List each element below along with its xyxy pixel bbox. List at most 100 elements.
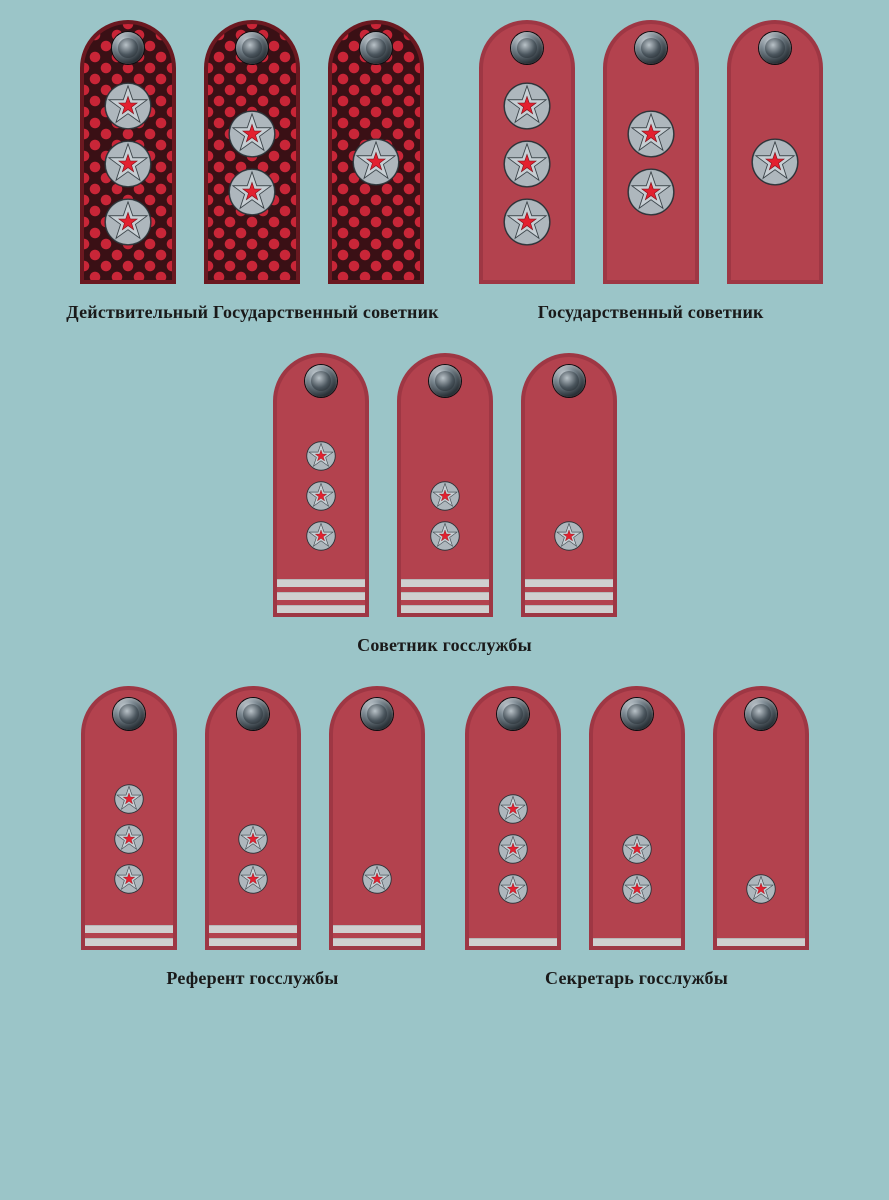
rank-star-icon <box>503 82 551 130</box>
shoulder-board <box>273 353 369 617</box>
stars-column <box>333 864 421 894</box>
shoulder-board <box>479 20 575 284</box>
rank-star-icon <box>238 864 268 894</box>
board-button-icon <box>745 698 777 730</box>
group-boards <box>465 686 809 950</box>
stripes <box>717 938 805 946</box>
rank-star-icon <box>622 834 652 864</box>
shoulder-board <box>589 686 685 950</box>
stars-column <box>84 82 172 246</box>
rank-star-icon <box>503 198 551 246</box>
stripe <box>525 605 613 613</box>
shoulder-board <box>81 686 177 950</box>
rank-star-icon <box>104 140 152 188</box>
rank-star-icon <box>554 521 584 551</box>
shoulder-board <box>205 686 301 950</box>
stripe <box>209 925 297 933</box>
board-button-icon <box>553 365 585 397</box>
rank-star-icon <box>430 521 460 551</box>
stripes <box>277 579 365 613</box>
rank-star-icon <box>503 140 551 188</box>
rank-star-icon <box>228 168 276 216</box>
board-button-icon <box>361 698 393 730</box>
stripe <box>525 579 613 587</box>
rank-caption: Референт госслужбы <box>166 968 338 989</box>
shoulder-board <box>80 20 176 284</box>
rank-row: Референт госслужбы Секретарь госслужбы <box>15 686 874 989</box>
rank-star-icon <box>114 864 144 894</box>
rank-star-icon <box>114 824 144 854</box>
board-button-icon <box>113 698 145 730</box>
stars-column <box>401 481 489 551</box>
stripe <box>277 592 365 600</box>
shoulder-board <box>727 20 823 284</box>
stars-column <box>731 138 819 186</box>
rank-star-icon <box>430 481 460 511</box>
rank-star-icon <box>114 784 144 814</box>
board-button-icon <box>429 365 461 397</box>
group-boards <box>479 20 823 284</box>
rank-star-icon <box>104 198 152 246</box>
stripes <box>525 579 613 613</box>
stripes <box>333 925 421 946</box>
shoulder-board <box>397 353 493 617</box>
stars-column <box>717 874 805 904</box>
board-button-icon <box>237 698 269 730</box>
rank-caption: Секретарь госслужбы <box>545 968 728 989</box>
rank-star-icon <box>352 138 400 186</box>
board-button-icon <box>305 365 337 397</box>
rank-star-icon <box>627 168 675 216</box>
rank-star-icon <box>306 521 336 551</box>
stars-column <box>85 784 173 894</box>
group-boards <box>273 353 617 617</box>
rank-group: Референт госслужбы <box>81 686 425 989</box>
stripe <box>85 938 173 946</box>
stripes <box>85 925 173 946</box>
stripe <box>717 938 805 946</box>
stripes <box>469 938 557 946</box>
stars-column <box>332 138 420 186</box>
rank-caption: Действительный Государственный советник <box>66 302 438 323</box>
rank-star-icon <box>104 82 152 130</box>
board-button-icon <box>635 32 667 64</box>
rank-star-icon <box>498 794 528 824</box>
board-button-icon <box>759 32 791 64</box>
rank-star-icon <box>228 110 276 158</box>
board-button-icon <box>621 698 653 730</box>
stripes <box>401 579 489 613</box>
stripe <box>85 925 173 933</box>
stripe <box>333 925 421 933</box>
stars-column <box>525 521 613 551</box>
rank-star-icon <box>306 481 336 511</box>
shoulder-board <box>603 20 699 284</box>
stars-column <box>208 110 296 216</box>
shoulder-board <box>713 686 809 950</box>
rank-caption: Государственный советник <box>538 302 764 323</box>
rank-group: Государственный советник <box>479 20 823 323</box>
insignia-chart: Действительный Государственный советник Г… <box>15 20 874 989</box>
shoulder-board <box>328 20 424 284</box>
board-button-icon <box>112 32 144 64</box>
stripe <box>401 592 489 600</box>
stripe <box>469 938 557 946</box>
rank-star-icon <box>627 110 675 158</box>
stripe <box>209 938 297 946</box>
stars-column <box>483 82 571 246</box>
stars-column <box>209 824 297 894</box>
rank-group: Советник госслужбы <box>273 353 617 656</box>
board-button-icon <box>511 32 543 64</box>
stripe <box>401 579 489 587</box>
stars-column <box>469 794 557 904</box>
rank-star-icon <box>498 874 528 904</box>
rank-star-icon <box>362 864 392 894</box>
board-button-icon <box>360 32 392 64</box>
stripe <box>277 579 365 587</box>
stripe <box>401 605 489 613</box>
rank-row: Советник госслужбы <box>15 353 874 656</box>
rank-star-icon <box>498 834 528 864</box>
rank-row: Действительный Государственный советник Г… <box>15 20 874 323</box>
rank-star-icon <box>306 441 336 471</box>
shoulder-board <box>521 353 617 617</box>
shoulder-board <box>204 20 300 284</box>
rank-star-icon <box>238 824 268 854</box>
